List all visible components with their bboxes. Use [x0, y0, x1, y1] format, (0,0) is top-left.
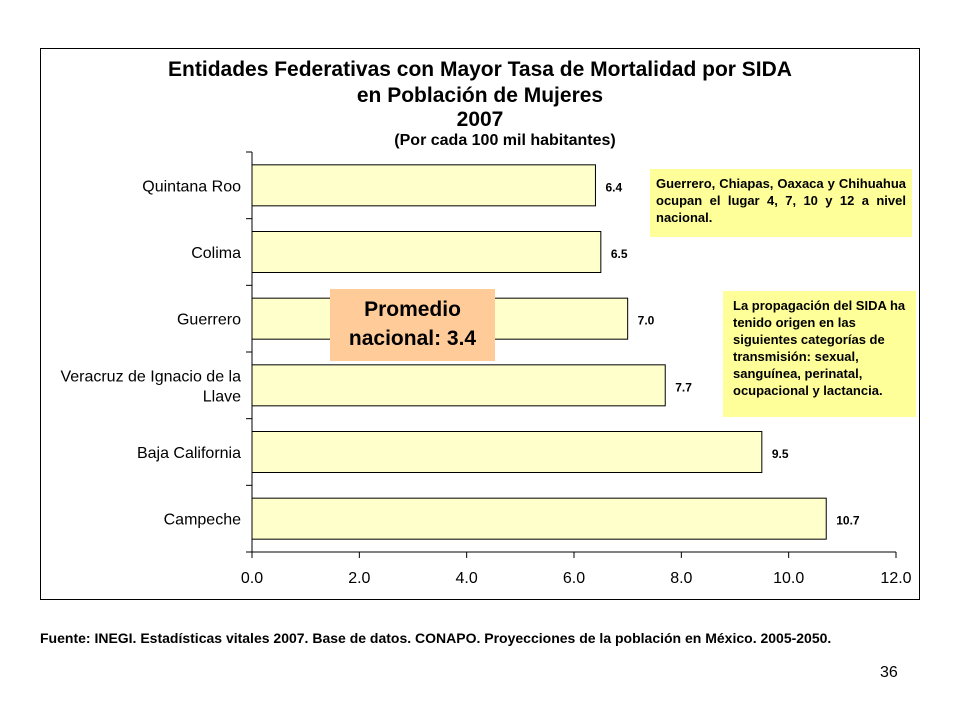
data-label: 7.7 — [675, 380, 692, 394]
x-tick-label: 12.0 — [880, 570, 911, 587]
bar — [251, 164, 596, 207]
states-note: Guerrero, Chiapas, Oaxaca y Chihuahua oc… — [650, 169, 912, 237]
x-tick-label: 2.0 — [348, 570, 370, 587]
page-number: 36 — [880, 664, 898, 681]
category-label: Llave — [203, 388, 241, 405]
chart-title-line-1: Entidades Federativas con Mayor Tasa de … — [168, 58, 792, 81]
x-tick-label: 4.0 — [456, 570, 478, 587]
transmission-note: La propagación del SIDA ha tenido origen… — [723, 291, 916, 417]
bar — [251, 231, 602, 273]
bar — [251, 364, 666, 407]
x-tick-label: 0.0 — [241, 570, 263, 587]
data-label: 7.0 — [638, 314, 655, 328]
chart-title-line-3: 2007 — [456, 108, 504, 131]
category-label: Quintana Roo — [142, 178, 241, 195]
data-label: 6.4 — [605, 180, 622, 194]
category-label: Veracruz de Ignacio de la — [60, 368, 241, 385]
data-label: 9.5 — [772, 447, 789, 461]
bar — [251, 497, 827, 540]
bar — [251, 431, 763, 473]
category-label: Baja California — [137, 445, 241, 462]
source-note: Fuente: INEGI. Estadísticas vitales 2007… — [40, 630, 832, 646]
category-label: Campeche — [164, 512, 241, 529]
x-tick-label: 10.0 — [773, 570, 804, 587]
chart-frame — [40, 48, 920, 600]
chart-title-line-2: en Población de Mujeres — [356, 84, 604, 107]
national-average-box: Promedio nacional: 3.4 — [330, 289, 495, 361]
data-label: 6.5 — [611, 247, 628, 261]
x-tick-label: 8.0 — [670, 570, 692, 587]
x-tick-label: 6.0 — [563, 570, 585, 587]
data-label: 10.7 — [836, 514, 860, 528]
category-label: Guerrero — [177, 312, 241, 329]
category-label: Colima — [191, 245, 241, 262]
chart-subtitle: (Por cada 100 mil habitantes) — [394, 132, 616, 149]
